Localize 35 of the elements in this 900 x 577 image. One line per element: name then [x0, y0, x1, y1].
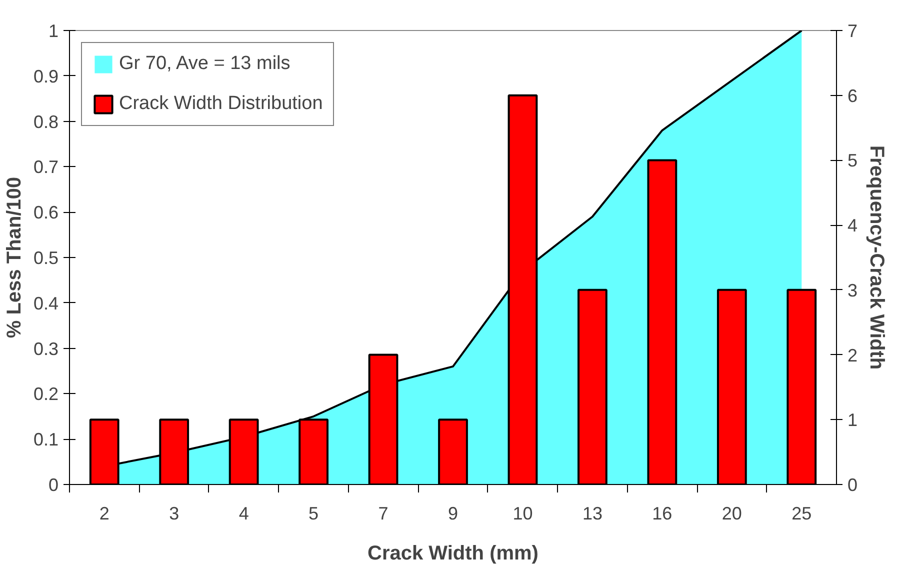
y-tick-label: 0.6: [33, 202, 59, 223]
x-tick-label: 2: [99, 504, 110, 524]
x-tick-label: 13: [582, 504, 602, 524]
y-tick-label: 0.2: [33, 384, 59, 404]
x-tick-label: 5: [308, 504, 319, 524]
y2-axis-title: Frequency-Crack Width: [866, 145, 888, 370]
x-tick-label: 10: [512, 504, 533, 524]
x-tick-label: 3: [169, 504, 180, 524]
y-tick-label: 0: [48, 475, 59, 495]
y-tick-label: 0.3: [33, 338, 59, 359]
y2-tick-label: 4: [848, 216, 858, 236]
y-axis-title: % Less Than/100: [3, 176, 26, 338]
y-tick-label: 0.7: [33, 157, 59, 178]
y-tick-label: 0.5: [33, 248, 59, 268]
y2-tick-label: 3: [848, 280, 858, 300]
y2-tick-label: 0: [848, 475, 858, 495]
y-tick-label: 0.1: [33, 430, 59, 450]
legend-label: Gr 70, Ave = 13 mils: [119, 53, 290, 75]
y2-tick-label: 2: [848, 345, 858, 366]
x-tick-label: 16: [652, 504, 672, 524]
y2-tick-label: 7: [848, 21, 858, 41]
y-tick-label: 0.9: [33, 66, 59, 86]
y-tick-label: 0.4: [33, 293, 59, 314]
x-tick-label: 7: [378, 504, 388, 524]
x-axis-title: Crack Width (mm): [368, 542, 538, 564]
x-tick-label: 25: [792, 504, 812, 524]
x-tick-label: 9: [448, 504, 458, 524]
y2-tick-label: 6: [848, 86, 858, 106]
y-tick-label: 0.8: [33, 112, 59, 132]
y2-tick-label: 1: [848, 410, 858, 430]
x-tick-label: 4: [238, 504, 249, 524]
legend-label: Crack Width Distribution: [119, 93, 323, 115]
x-tick-label: 20: [722, 504, 742, 524]
y2-tick-label: 5: [848, 150, 858, 171]
y-tick-label: 1: [48, 21, 59, 41]
